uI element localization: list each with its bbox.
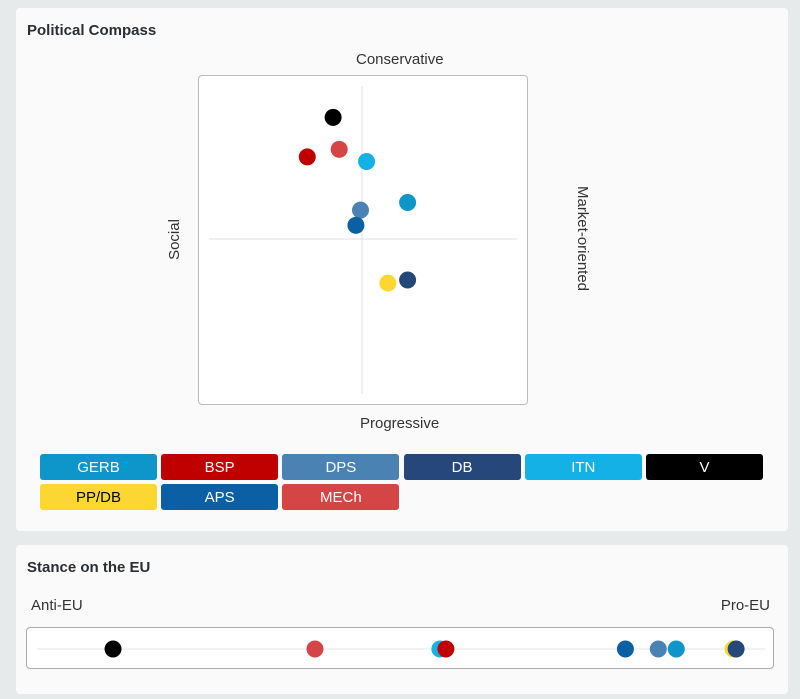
legend-button-pp-db[interactable]: PP/DB — [40, 484, 157, 510]
legend-button-mech[interactable]: MECh — [282, 484, 400, 510]
legend-button-dps[interactable]: DPS — [282, 454, 400, 480]
eu-point-bsp[interactable] — [437, 640, 455, 658]
legend-button-v[interactable]: V — [646, 454, 763, 480]
legend-button-aps[interactable]: APS — [161, 484, 279, 510]
eu-point-gerb[interactable] — [667, 640, 685, 658]
eu-point-mech[interactable] — [306, 640, 324, 658]
compass-title: Political Compass — [27, 22, 157, 39]
compass-point-v[interactable] — [324, 108, 342, 126]
compass-point-aps[interactable] — [347, 216, 365, 234]
compass-point-mech[interactable] — [330, 140, 348, 158]
eu-title: Stance on the EU — [27, 559, 151, 576]
eu-point-v[interactable] — [104, 640, 122, 658]
compass-point-pp-db[interactable] — [379, 274, 397, 292]
eu-right-label: Pro-EU — [720, 597, 770, 614]
eu-point-dps[interactable] — [649, 640, 667, 658]
legend-button-itn[interactable]: ITN — [524, 454, 642, 480]
political-compass-card: Political Compass Conservative Progressi… — [16, 8, 788, 531]
eu-left-label: Anti-EU — [31, 597, 83, 614]
compass-right-label: Market-oriented — [574, 185, 592, 292]
compass-point-bsp[interactable] — [298, 148, 316, 166]
compass-top-label: Conservative — [356, 51, 444, 68]
compass-plot — [198, 75, 528, 405]
compass-bottom-label: Progressive — [360, 415, 440, 432]
legend-button-db[interactable]: DB — [403, 454, 521, 480]
eu-track — [26, 627, 774, 669]
eu-stance-card: Stance on the EU Anti-EU Pro-EU — [16, 545, 788, 694]
compass-left-label: Social — [165, 219, 183, 260]
eu-point-db[interactable] — [727, 640, 745, 658]
legend-button-gerb[interactable]: GERB — [40, 454, 157, 480]
compass-point-gerb[interactable] — [399, 194, 417, 212]
compass-point-db[interactable] — [399, 271, 417, 289]
eu-svg — [37, 640, 765, 658]
compass-point-itn[interactable] — [358, 152, 376, 170]
compass-point-dps[interactable] — [351, 201, 369, 219]
legend-button-bsp[interactable]: BSP — [161, 454, 279, 480]
eu-point-aps[interactable] — [616, 640, 634, 658]
compass-svg — [209, 86, 517, 394]
